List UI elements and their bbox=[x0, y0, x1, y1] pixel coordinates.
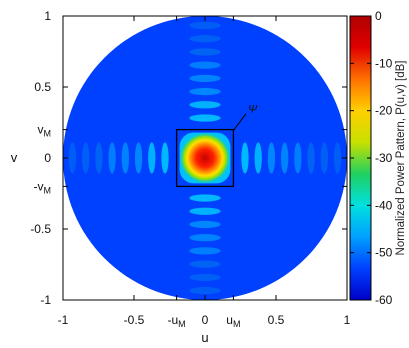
sidelobe-v bbox=[189, 220, 221, 229]
colorbar-tick-label: -20 bbox=[375, 104, 393, 118]
sidelobe-u bbox=[307, 142, 315, 174]
colorbar-tick-label: -60 bbox=[375, 293, 393, 307]
sidelobe-u bbox=[108, 142, 116, 174]
sidelobe-u bbox=[161, 142, 169, 174]
y-tick-label: 0 bbox=[44, 151, 51, 165]
x-axis-label: u bbox=[201, 330, 208, 345]
sidelobe-v bbox=[189, 194, 221, 202]
sidelobe-v bbox=[189, 74, 221, 82]
sidelobe-u bbox=[68, 142, 77, 174]
sidelobe-v bbox=[189, 87, 221, 96]
x-tick-label: 0 bbox=[202, 313, 209, 327]
colorbar-tick-label: -10 bbox=[375, 56, 393, 70]
sidelobe-u bbox=[333, 142, 342, 174]
y-tick-label: 0.5 bbox=[34, 80, 51, 94]
x-tick-label: uM bbox=[226, 313, 240, 329]
y-axis-label: v bbox=[11, 150, 18, 165]
sidelobe-v bbox=[189, 61, 221, 69]
sidelobe-u bbox=[82, 142, 90, 174]
sidelobe-u bbox=[241, 142, 249, 174]
x-tick-label: -0.5 bbox=[124, 313, 145, 327]
sidelobe-v bbox=[189, 247, 221, 255]
sidelobe-v bbox=[189, 48, 221, 56]
y-tick-label: 1 bbox=[44, 9, 51, 23]
sidelobe-u bbox=[254, 142, 262, 174]
sidelobe-v bbox=[189, 234, 221, 242]
sidelobe-v bbox=[189, 21, 221, 30]
annotation-pointer bbox=[232, 113, 247, 131]
y-tick-label: -0.5 bbox=[30, 222, 51, 236]
x-tick-label: -uM bbox=[168, 313, 186, 329]
x-tick-label: -1 bbox=[58, 313, 69, 327]
x-axis-ticks: -1 -0.5 -uM 0 uM 0.5 1 bbox=[58, 16, 351, 329]
plot-area: Ψ bbox=[63, 16, 347, 300]
colorbar-ticks: 0 -10 -20 -30 -40 -50 -60 bbox=[350, 9, 393, 307]
sidelobe-v bbox=[189, 260, 221, 268]
y-tick-label: -vM bbox=[34, 179, 52, 195]
sidelobe-v bbox=[189, 286, 221, 295]
sidelobe-v bbox=[189, 207, 221, 215]
sidelobe-v bbox=[189, 101, 221, 109]
y-tick-label: vM bbox=[38, 123, 52, 139]
sidelobe-u bbox=[134, 142, 143, 174]
sidelobe-v bbox=[189, 273, 221, 281]
colorbar-label: Normalized Power Pattern, P(u,v) [dB] bbox=[395, 61, 407, 256]
y-axis-ticks: 1 0.5 vM 0 -vM -0.5 -1 bbox=[30, 9, 347, 307]
sidelobe-v bbox=[189, 35, 221, 43]
annotation-psi: Ψ bbox=[248, 104, 258, 116]
sidelobe-u bbox=[148, 142, 156, 174]
main-lobe-box bbox=[175, 128, 235, 188]
sidelobe-u bbox=[320, 142, 328, 174]
sidelobe-u bbox=[281, 142, 289, 174]
sidelobe-u bbox=[294, 142, 302, 174]
colorbar-tick-label: -30 bbox=[375, 151, 393, 165]
x-tick-label: 1 bbox=[344, 313, 351, 327]
colorbar-tick-label: -50 bbox=[375, 246, 393, 260]
sidelobe-u bbox=[121, 142, 129, 174]
sidelobe-u bbox=[267, 142, 276, 174]
colorbar-tick-label: -40 bbox=[375, 198, 393, 212]
sidelobe-u bbox=[95, 142, 103, 174]
main-lobe bbox=[179, 132, 231, 184]
colorbar: 0 -10 -20 -30 -40 -50 -60 Normalized Power Pat… bbox=[349, 9, 407, 307]
y-tick-label: -1 bbox=[40, 293, 51, 307]
x-tick-label: 0.5 bbox=[268, 313, 285, 327]
sidelobe-v bbox=[189, 114, 221, 122]
colorbar-tick-label: 0 bbox=[375, 9, 382, 23]
sidelobes bbox=[68, 21, 342, 295]
